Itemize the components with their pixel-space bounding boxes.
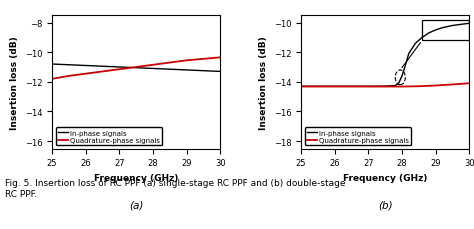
Quadrature-phase signals [184, 60, 190, 63]
In-phase signals [332, 85, 337, 88]
In-phase signals [412, 43, 418, 45]
Text: Fig. 5. Insertion loss of RC PPF (a) single-stage RC PPF and (b) double-stage
RC: Fig. 5. Insertion loss of RC PPF (a) sin… [5, 179, 345, 198]
Bar [422, 20, 469, 41]
In-phase signals [49, 63, 55, 66]
Text: (a): (a) [129, 200, 144, 210]
Quadrature-phase signals [150, 64, 156, 67]
In-phase signals [100, 65, 105, 68]
Quadrature-phase signals [83, 73, 89, 76]
In-phase signals [466, 23, 472, 25]
Quadrature-phase signals [450, 84, 456, 87]
In-phase signals [402, 65, 408, 68]
In-phase signals [399, 75, 405, 78]
Quadrature-phase signals [298, 86, 304, 89]
Quadrature-phase signals [49, 78, 55, 81]
In-phase signals [167, 68, 173, 71]
Quadrature-phase signals [133, 66, 139, 69]
In-phase signals [450, 25, 456, 28]
In-phase signals [150, 68, 156, 71]
In-phase signals [396, 82, 401, 85]
Line: Quadrature-phase signals: Quadrature-phase signals [52, 58, 220, 79]
Quadrature-phase signals [218, 57, 223, 60]
Line: In-phase signals: In-phase signals [52, 65, 220, 72]
In-phase signals [133, 67, 139, 70]
In-phase signals [419, 37, 425, 40]
In-phase signals [383, 85, 388, 88]
Legend: In-phase signals, Quadrature-phase signals: In-phase signals, Quadrature-phase signa… [55, 128, 162, 145]
X-axis label: Frequency (GHz): Frequency (GHz) [343, 173, 428, 182]
Y-axis label: Insertion loss (dB): Insertion loss (dB) [10, 36, 19, 129]
Quadrature-phase signals [416, 85, 422, 88]
Quadrature-phase signals [466, 82, 472, 85]
Text: (b): (b) [378, 200, 392, 210]
Quadrature-phase signals [332, 86, 337, 89]
In-phase signals [365, 85, 371, 88]
Quadrature-phase signals [365, 86, 371, 89]
In-phase signals [392, 85, 398, 87]
In-phase signals [426, 32, 432, 35]
In-phase signals [298, 85, 304, 88]
Quadrature-phase signals [399, 86, 405, 89]
Line: In-phase signals: In-phase signals [301, 24, 469, 87]
Quadrature-phase signals [201, 58, 206, 61]
Legend: In-phase signals, Quadrature-phase signals: In-phase signals, Quadrature-phase signa… [304, 128, 411, 145]
Line: Quadrature-phase signals: Quadrature-phase signals [301, 84, 469, 87]
Quadrature-phase signals [167, 62, 173, 65]
Quadrature-phase signals [383, 86, 388, 89]
In-phase signals [439, 27, 445, 30]
In-phase signals [218, 71, 223, 74]
Quadrature-phase signals [100, 71, 105, 74]
Quadrature-phase signals [66, 75, 72, 78]
In-phase signals [83, 65, 89, 68]
Quadrature-phase signals [117, 68, 122, 71]
In-phase signals [201, 70, 206, 73]
Quadrature-phase signals [433, 85, 438, 87]
Y-axis label: Insertion loss (dB): Insertion loss (dB) [259, 36, 268, 129]
In-phase signals [117, 66, 122, 69]
In-phase signals [406, 53, 411, 56]
X-axis label: Frequency (GHz): Frequency (GHz) [94, 173, 178, 182]
In-phase signals [66, 64, 72, 67]
In-phase signals [184, 69, 190, 72]
In-phase signals [433, 29, 438, 32]
